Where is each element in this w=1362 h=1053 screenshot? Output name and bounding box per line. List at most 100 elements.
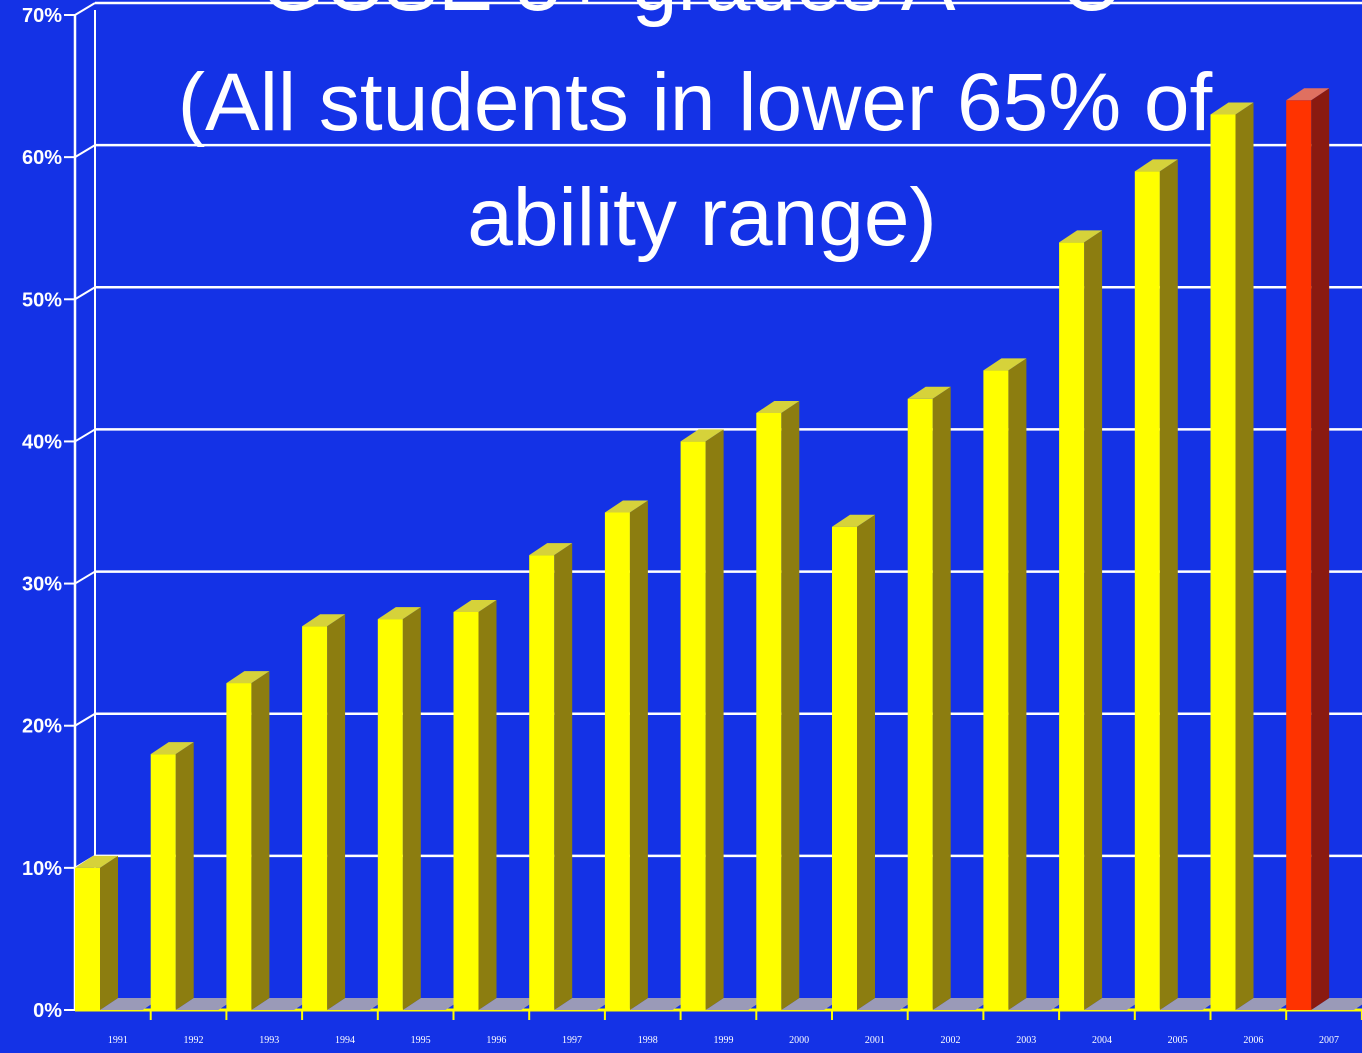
bar-top xyxy=(226,671,270,684)
y-tick-label: 40% xyxy=(22,431,62,453)
y-tick-label: 60% xyxy=(22,147,62,169)
y-tick-label: 70% xyxy=(22,5,62,27)
gridline-depth xyxy=(74,712,96,727)
bar xyxy=(1286,88,1362,1011)
bar-front xyxy=(1286,100,1312,1011)
bar-top xyxy=(529,543,573,556)
bar-top xyxy=(1059,230,1103,243)
bar-floor-shadow xyxy=(327,998,388,1010)
bar-side xyxy=(402,607,421,1010)
x-tick-label: 1991 xyxy=(108,1035,128,1046)
bar-top xyxy=(604,500,648,513)
bar-floor-shadow xyxy=(1311,998,1362,1010)
bar-top xyxy=(377,607,421,620)
x-tick-label: 2004 xyxy=(1092,1035,1112,1046)
bar-side xyxy=(100,855,118,1010)
bar-front xyxy=(680,441,706,1010)
bar-side xyxy=(705,429,724,1010)
bar xyxy=(604,500,691,1010)
bar-floor-shadow xyxy=(629,998,691,1010)
bar-top xyxy=(832,514,875,527)
bar-side xyxy=(1159,159,1178,1010)
bar-side xyxy=(1084,230,1103,1010)
bar-floor-shadow xyxy=(705,998,767,1010)
bar-floor-shadow xyxy=(251,998,313,1010)
bar xyxy=(1134,159,1221,1010)
bar-side xyxy=(932,386,951,1010)
gridline-depth xyxy=(74,286,96,301)
x-tick-label: 1996 xyxy=(486,1035,506,1046)
bar xyxy=(226,671,313,1010)
bar-side xyxy=(251,671,270,1010)
bar-front xyxy=(1134,171,1160,1010)
y-tick-label: 10% xyxy=(22,858,62,880)
x-tick-label: 2007 xyxy=(1319,1035,1339,1046)
x-tick-label: 2006 xyxy=(1243,1035,1263,1046)
x-tick-labels: 1991 1992 1993 1994 1995 1996 1997 1998 1999 2000… xyxy=(108,1035,1339,1046)
bar-front xyxy=(150,754,176,1010)
title-line-1: GCSE 5+ grades A* - C xyxy=(260,0,1119,28)
gridline-depth xyxy=(74,144,96,159)
bar-floor-shadow xyxy=(402,998,464,1010)
bar-top xyxy=(1286,88,1330,101)
x-tick-label: 2001 xyxy=(865,1035,885,1046)
bar-floor-shadow xyxy=(175,998,237,1010)
bar-side xyxy=(1311,88,1330,1011)
bar-front xyxy=(756,413,782,1010)
gridline-depth xyxy=(74,570,96,585)
bar-top xyxy=(150,742,194,755)
bar-side xyxy=(1235,102,1254,1010)
x-tick-label: 2005 xyxy=(1168,1035,1188,1046)
bar xyxy=(680,429,767,1010)
x-tick-label: 1999 xyxy=(713,1035,733,1046)
x-tick-label: 2003 xyxy=(1016,1035,1036,1046)
bar-front xyxy=(1059,242,1085,1010)
bar-top xyxy=(756,401,800,413)
bar-front xyxy=(604,512,630,1010)
gridline-depth xyxy=(74,428,96,443)
bar xyxy=(377,607,464,1010)
x-tick-label: 1993 xyxy=(259,1035,279,1046)
bar-top xyxy=(1134,159,1178,172)
y-tick-label: 50% xyxy=(22,289,62,311)
bar-floor-shadow xyxy=(554,998,615,1010)
bar-floor-shadow xyxy=(932,998,994,1010)
bar xyxy=(1210,102,1297,1010)
bar-top xyxy=(680,429,724,442)
x-tick-label: 2002 xyxy=(941,1035,961,1046)
bar xyxy=(756,401,842,1010)
bar-front xyxy=(302,626,328,1010)
bar xyxy=(907,386,994,1010)
bar xyxy=(983,358,1070,1010)
bar-front xyxy=(226,683,252,1010)
bar-side xyxy=(1008,358,1027,1010)
title-line-3: ability range) xyxy=(467,172,936,263)
gridline-depth xyxy=(74,2,96,16)
x-tick-label: 1998 xyxy=(638,1035,658,1046)
bar xyxy=(150,742,237,1010)
bar-floor-shadow xyxy=(781,998,842,1010)
bar-front xyxy=(377,619,403,1010)
bar-floor-shadow xyxy=(1084,998,1145,1010)
bar xyxy=(1059,230,1145,1010)
x-tick-label: 1995 xyxy=(411,1035,431,1046)
bar-floor-shadow xyxy=(100,998,161,1010)
bar-top xyxy=(907,386,951,399)
bar xyxy=(75,855,161,1010)
bar-top xyxy=(1210,102,1254,115)
bar xyxy=(832,514,918,1010)
bar-side xyxy=(857,514,875,1010)
bar-front xyxy=(1210,114,1236,1010)
bar-side xyxy=(781,401,800,1010)
bar-side xyxy=(629,500,648,1010)
bar-top xyxy=(983,358,1027,371)
y-tick-label: 30% xyxy=(22,574,62,596)
bar-front xyxy=(75,867,100,1010)
x-tick-label: 1994 xyxy=(335,1035,355,1046)
bar xyxy=(529,543,615,1010)
bar-front xyxy=(529,555,555,1010)
x-tick-label: 2000 xyxy=(789,1035,809,1046)
bar-top xyxy=(302,614,346,627)
bar-front xyxy=(907,398,933,1010)
